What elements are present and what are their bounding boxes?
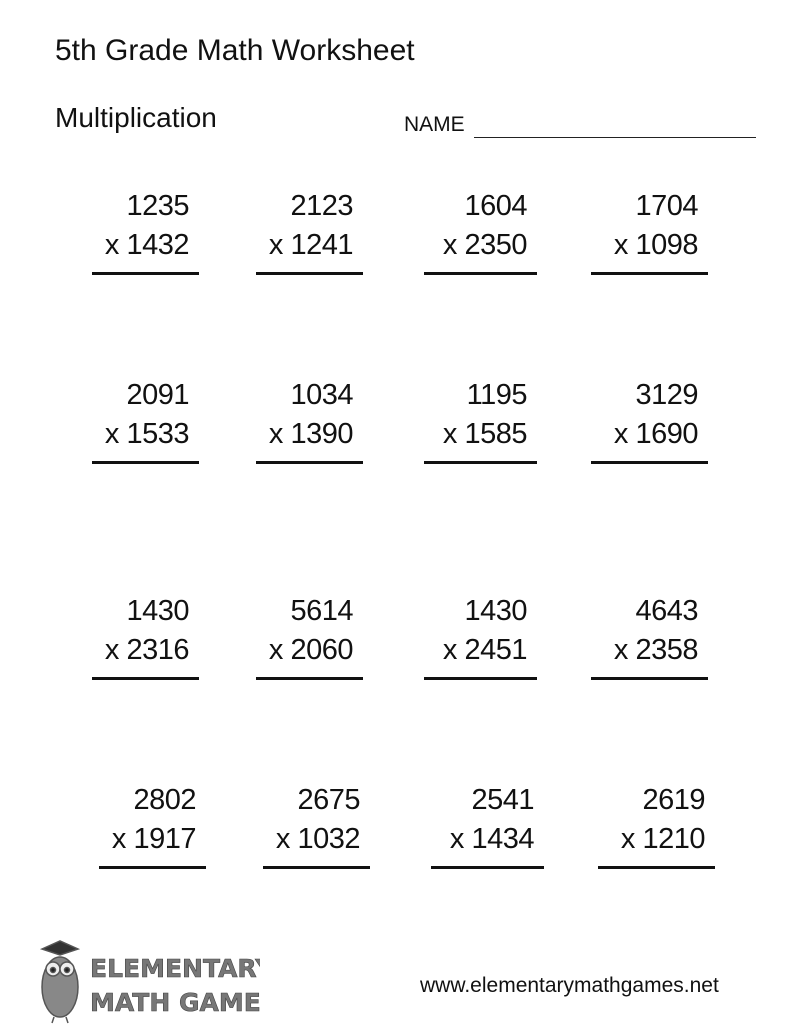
owl-icon bbox=[39, 940, 81, 1024]
multiplier: 1390 bbox=[290, 418, 353, 450]
multiplier: 1032 bbox=[297, 823, 360, 855]
answer-line[interactable] bbox=[99, 866, 206, 869]
name-field-line[interactable] bbox=[474, 137, 756, 138]
multiplicand: 2541 bbox=[471, 784, 534, 816]
multiplier: 2451 bbox=[464, 634, 527, 666]
multiplier-row: x 1432 bbox=[104, 229, 190, 262]
multiplicand: 2123 bbox=[290, 190, 353, 222]
answer-line[interactable] bbox=[431, 866, 544, 869]
multiplier: 1917 bbox=[133, 823, 196, 855]
multiply-operator: x bbox=[442, 634, 458, 666]
website-url[interactable]: www.elementarymathgames.net bbox=[420, 974, 719, 997]
multiply-operator: x bbox=[104, 418, 120, 450]
answer-line[interactable] bbox=[424, 272, 537, 275]
multiplier: 1098 bbox=[635, 229, 698, 261]
answer-line[interactable] bbox=[92, 272, 199, 275]
multiplicand: 2091 bbox=[126, 379, 189, 411]
multiplicand: 1034 bbox=[290, 379, 353, 411]
multiplier: 1241 bbox=[290, 229, 353, 261]
multiplicand: 2675 bbox=[297, 784, 360, 816]
multiplicand: 1195 bbox=[466, 379, 528, 411]
multiplicand: 2619 bbox=[642, 784, 705, 816]
answer-line[interactable] bbox=[263, 866, 370, 869]
multiply-operator: x bbox=[613, 634, 629, 666]
multiplicand: 1430 bbox=[464, 595, 527, 627]
multiplier-row: x 1032 bbox=[275, 823, 361, 856]
multiplier: 2316 bbox=[126, 634, 189, 666]
name-label: NAME bbox=[404, 113, 465, 136]
answer-line[interactable] bbox=[598, 866, 715, 869]
multiply-operator: x bbox=[442, 418, 458, 450]
answer-line[interactable] bbox=[591, 272, 708, 275]
multiply-operator: x bbox=[111, 823, 127, 855]
multiplier-row: x 2358 bbox=[613, 634, 699, 667]
worksheet-subtitle: Multiplication bbox=[55, 102, 217, 133]
multiply-operator: x bbox=[613, 229, 629, 261]
multiplier-row: x 1533 bbox=[104, 418, 190, 451]
answer-line[interactable] bbox=[591, 461, 708, 464]
multiplier: 2060 bbox=[290, 634, 353, 666]
multiplicand: 5614 bbox=[290, 595, 353, 627]
multiplier: 2358 bbox=[635, 634, 698, 666]
answer-line[interactable] bbox=[256, 677, 363, 680]
multiplier: 1434 bbox=[471, 823, 534, 855]
multiply-operator: x bbox=[268, 418, 284, 450]
answer-line[interactable] bbox=[256, 461, 363, 464]
multiplier: 1585 bbox=[464, 418, 527, 450]
svg-text:MATH GAMES: MATH GAMES bbox=[90, 988, 260, 1017]
multiplier-row: x 1434 bbox=[449, 823, 535, 856]
multiplicand: 1704 bbox=[635, 190, 698, 222]
multiply-operator: x bbox=[268, 634, 284, 666]
multiplier-row: x 2060 bbox=[268, 634, 354, 667]
answer-line[interactable] bbox=[92, 461, 199, 464]
multiplier-row: x 1917 bbox=[111, 823, 197, 856]
worksheet-title: 5th Grade Math Worksheet bbox=[55, 34, 415, 67]
answer-line[interactable] bbox=[92, 677, 199, 680]
multiplier-row: x 1585 bbox=[442, 418, 528, 451]
multiplier-row: x 1390 bbox=[268, 418, 354, 451]
multiplier-row: x 1690 bbox=[613, 418, 699, 451]
elementary-math-games-logo: ELEMENTARY MATH GAMES bbox=[39, 940, 260, 1024]
multiplier-row: x 1098 bbox=[613, 229, 699, 262]
answer-line[interactable] bbox=[256, 272, 363, 275]
multiplicand: 1604 bbox=[464, 190, 527, 222]
multiplicand: 4643 bbox=[635, 595, 698, 627]
answer-line[interactable] bbox=[424, 461, 537, 464]
multiplier-row: x 2316 bbox=[104, 634, 190, 667]
multiplier-row: x 2451 bbox=[442, 634, 528, 667]
multiplier: 1533 bbox=[126, 418, 189, 450]
multiplier: 1690 bbox=[635, 418, 698, 450]
multiply-operator: x bbox=[104, 229, 120, 261]
multiplier-row: x 1241 bbox=[268, 229, 354, 262]
multiplier: 1432 bbox=[126, 229, 189, 261]
multiplicand: 2802 bbox=[133, 784, 196, 816]
multiply-operator: x bbox=[275, 823, 291, 855]
multiplier-row: x 1210 bbox=[620, 823, 706, 856]
multiplier: 1210 bbox=[642, 823, 705, 855]
multiplier: 2350 bbox=[464, 229, 527, 261]
multiply-operator: x bbox=[449, 823, 465, 855]
answer-line[interactable] bbox=[424, 677, 537, 680]
multiplicand: 1235 bbox=[126, 190, 189, 222]
multiplicand: 3129 bbox=[635, 379, 698, 411]
svg-text:ELEMENTARY: ELEMENTARY bbox=[90, 954, 260, 983]
multiply-operator: x bbox=[442, 229, 458, 261]
multiply-operator: x bbox=[268, 229, 284, 261]
multiplicand: 1430 bbox=[126, 595, 189, 627]
multiply-operator: x bbox=[104, 634, 120, 666]
answer-line[interactable] bbox=[591, 677, 708, 680]
multiplier-row: x 2350 bbox=[442, 229, 528, 262]
multiply-operator: x bbox=[613, 418, 629, 450]
multiply-operator: x bbox=[620, 823, 636, 855]
